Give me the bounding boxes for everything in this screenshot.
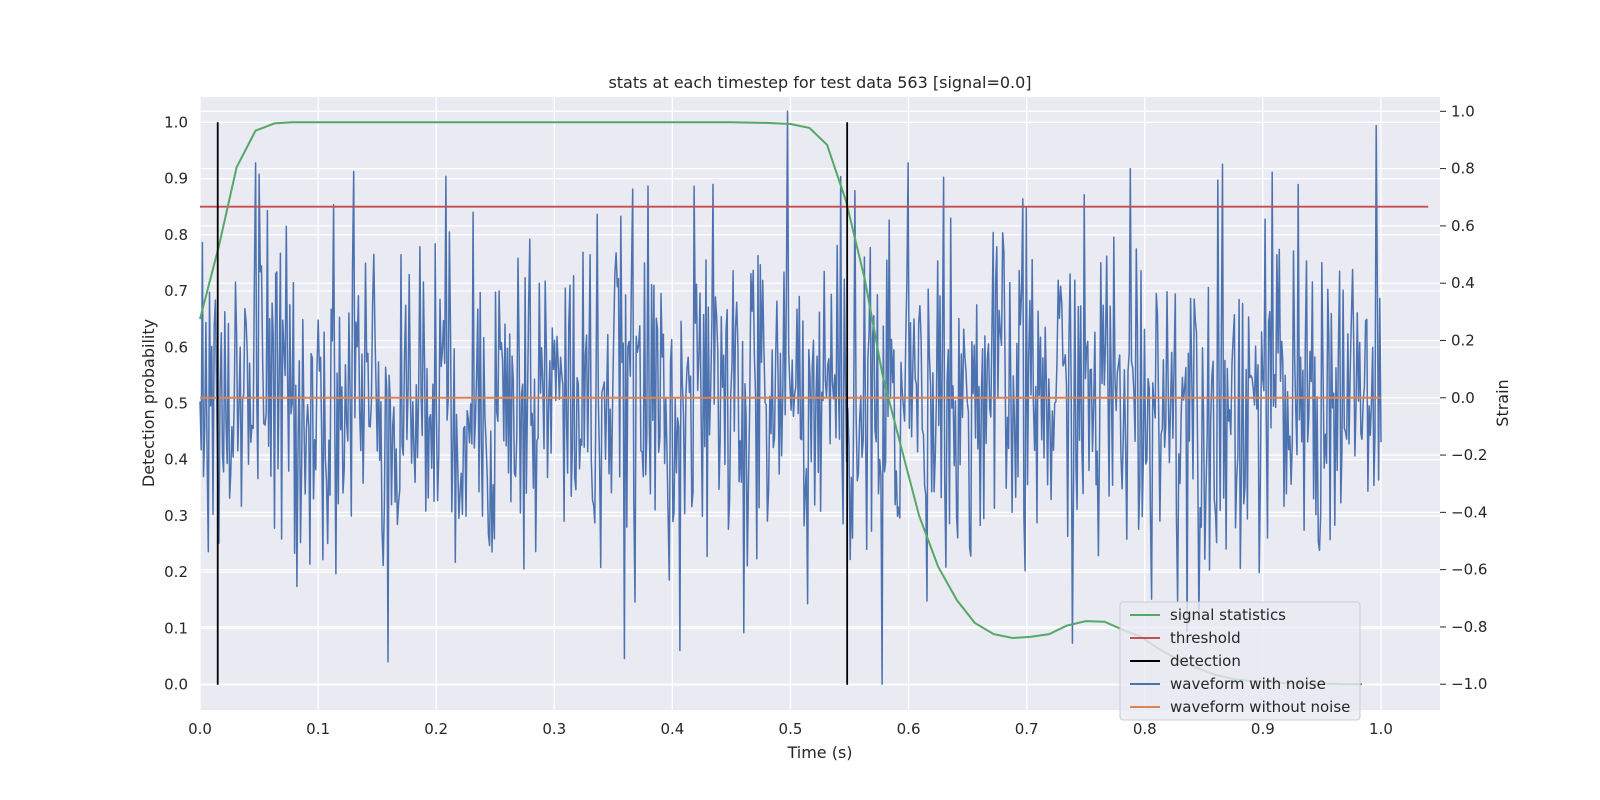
y-left-tick-label: 1.0	[164, 113, 188, 131]
y-left-tick-label: 0.1	[164, 619, 188, 637]
legend: signal statistics threshold detection wa…	[1119, 601, 1361, 721]
x-axis-label: Time (s)	[786, 743, 852, 762]
x-tick-label: 0.8	[1133, 720, 1157, 738]
y-left-tick-label: 0.2	[164, 563, 188, 581]
x-tick-label: 1.0	[1369, 720, 1393, 738]
x-tick-labels: 0.0 0.1 0.2 0.3 0.4 0.5 0.6 0.7 0.8 0.9 1.0	[188, 720, 1393, 738]
y-right-tick-label: 0.8	[1451, 160, 1475, 178]
legend-box	[1119, 601, 1361, 721]
y-right-tick-label: −0.8	[1451, 618, 1487, 636]
x-tick-label: 0.5	[779, 720, 803, 738]
y-left-tick-label: 0.7	[164, 282, 188, 300]
y-left-tick-label: 0.9	[164, 170, 188, 188]
x-tick-label: 0.2	[424, 720, 448, 738]
x-tick-label: 0.9	[1251, 720, 1275, 738]
y-right-axis-label: Strain	[1493, 379, 1512, 426]
y-left-tick-labels: 0.0 0.1 0.2 0.3 0.4 0.5 0.6 0.7 0.8 0.9 1.0	[164, 113, 188, 693]
x-tick-label: 0.4	[660, 720, 684, 738]
y-right-tick-label: 0.6	[1451, 217, 1475, 235]
y-left-tick-label: 0.4	[164, 451, 188, 469]
y-right-tick-label: 0.4	[1451, 274, 1475, 292]
x-tick-label: 0.3	[542, 720, 566, 738]
y-left-tick-label: 0.0	[164, 676, 188, 694]
legend-label-threshold: threshold	[1170, 629, 1241, 647]
legend-label-signal-statistics: signal statistics	[1170, 606, 1286, 624]
y-right-tick-label: 0.2	[1451, 331, 1475, 349]
y-right-tick-labels: −1.0 −0.8 −0.6 −0.4 −0.2 0.0 0.2 0.4 0.6 0.8 1.0	[1440, 102, 1487, 693]
y-right-tick-label: −0.6	[1451, 561, 1487, 579]
x-tick-label: 0.1	[306, 720, 330, 738]
y-left-tick-label: 0.3	[164, 507, 188, 525]
legend-label-waveform-without-noise: waveform without noise	[1170, 698, 1350, 716]
legend-label-detection: detection	[1170, 652, 1241, 670]
x-tick-label: 0.7	[1015, 720, 1039, 738]
legend-label-waveform-with-noise: waveform with noise	[1170, 675, 1326, 693]
chart-title: stats at each timestep for test data 563…	[608, 73, 1031, 92]
y-right-tick-label: −0.2	[1451, 446, 1487, 464]
y-left-tick-label: 0.6	[164, 338, 188, 356]
y-right-tick-label: 1.0	[1451, 102, 1475, 120]
y-left-axis-label: Detection probability	[139, 319, 158, 487]
x-tick-label: 0.6	[897, 720, 921, 738]
y-right-tick-label: −0.4	[1451, 503, 1487, 521]
x-tick-label: 0.0	[188, 720, 212, 738]
y-right-tick-label: −1.0	[1451, 675, 1487, 693]
y-left-tick-label: 0.8	[164, 226, 188, 244]
y-left-tick-label: 0.5	[164, 395, 188, 413]
y-right-tick-label: 0.0	[1451, 389, 1475, 407]
